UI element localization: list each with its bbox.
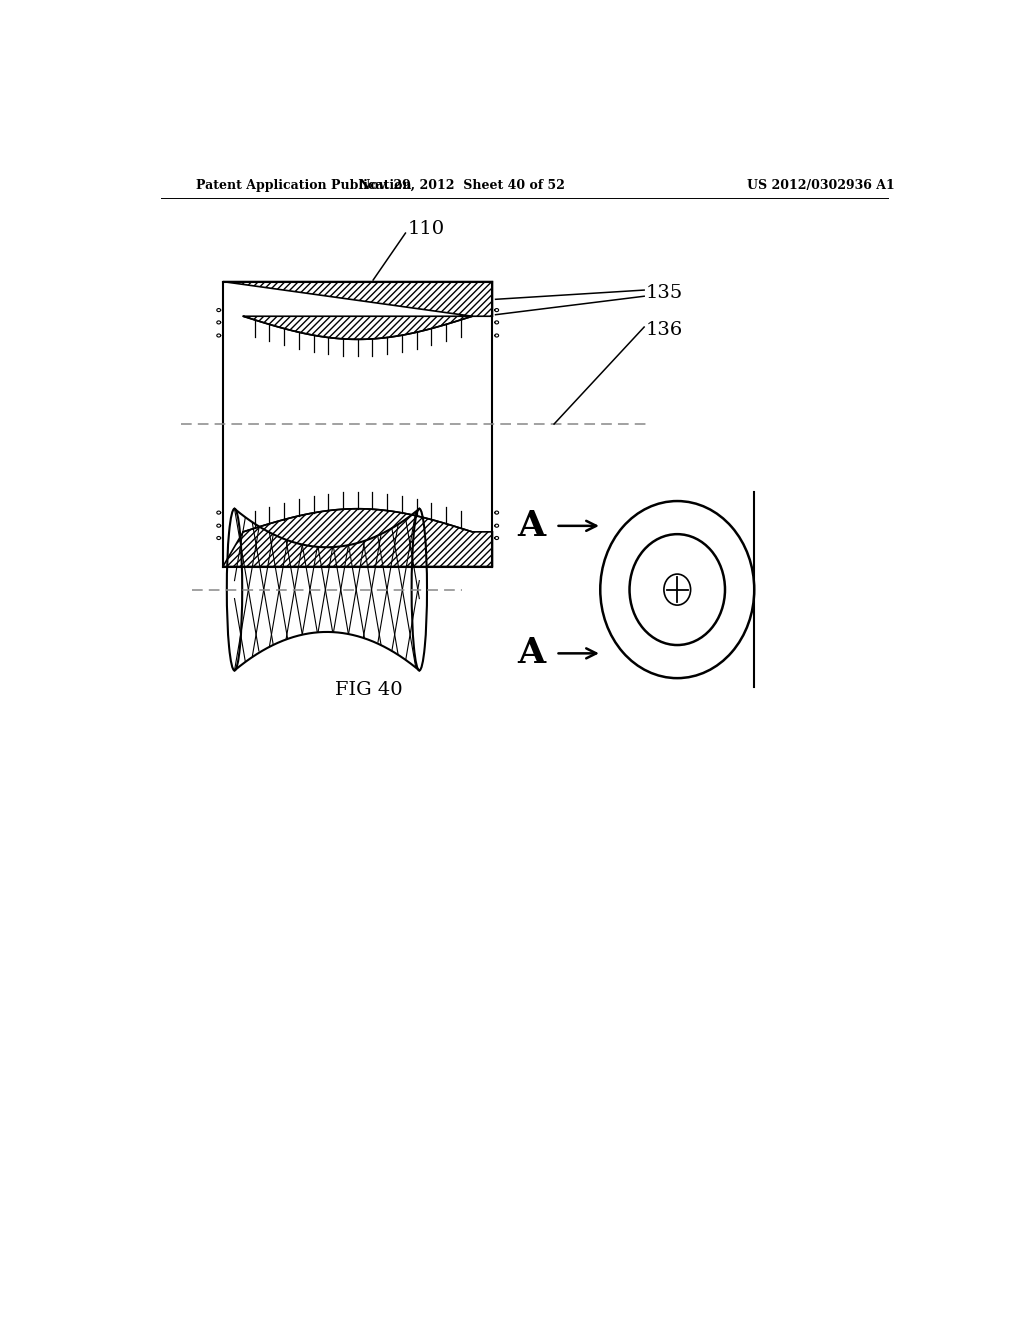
Text: A: A <box>517 508 545 543</box>
Text: Nov. 29, 2012  Sheet 40 of 52: Nov. 29, 2012 Sheet 40 of 52 <box>358 178 564 191</box>
Polygon shape <box>223 508 493 566</box>
Text: FIG 40: FIG 40 <box>336 681 403 698</box>
Text: 136: 136 <box>646 321 683 339</box>
Text: 135: 135 <box>646 284 683 302</box>
Text: 110: 110 <box>408 220 444 238</box>
Polygon shape <box>223 281 493 339</box>
Text: A: A <box>517 636 545 671</box>
Text: US 2012/0302936 A1: US 2012/0302936 A1 <box>746 178 894 191</box>
Text: Patent Application Publication: Patent Application Publication <box>196 178 412 191</box>
